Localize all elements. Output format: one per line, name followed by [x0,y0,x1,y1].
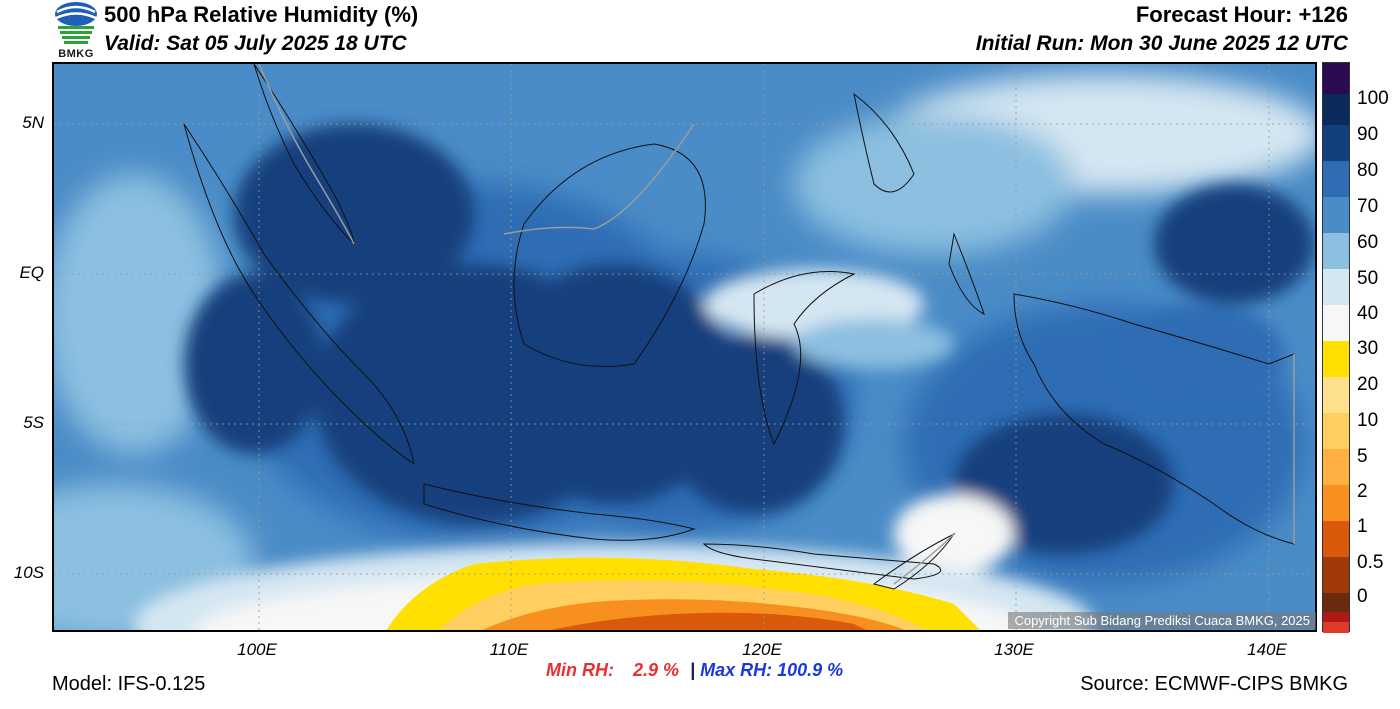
lon-label-130e: 130E [994,640,1034,659]
colorbar-segment [1323,341,1349,377]
colorbar-segment [1323,521,1349,557]
min-rh-label: Min RH: [546,660,614,680]
lat-label-5n: 5N [22,113,44,132]
lat-label-5s: 5S [23,413,44,432]
colorbar-segment [1323,305,1349,341]
lon-label-100e: 100E [237,640,277,659]
humidity-map [52,62,1317,632]
colorbar-label: 100 [1357,88,1389,109]
colorbar-label: 70 [1357,196,1379,217]
colorbar-label: 20 [1357,374,1379,395]
map-title: 500 hPa Relative Humidity (%) [104,2,419,27]
colorbar-segment [1323,94,1349,125]
bmkg-logo: BMKG [52,0,100,60]
colorbar-label: 10 [1357,410,1379,431]
lat-label-10s: 10S [13,563,44,582]
bmkg-emblem-icon [55,2,97,44]
colorbar-segment [1323,233,1349,269]
colorbar-segment [1323,63,1349,94]
min-rh-value: 2.9 % [633,660,680,680]
colorbar-label: 80 [1357,160,1379,181]
colorbar-segment [1323,161,1349,197]
colorbar-segment [1323,413,1349,449]
colorbar-segment [1323,485,1349,521]
model-label: Model: IFS-0.125 [52,673,206,695]
max-rh-value: 100.9 % [777,660,844,680]
initial-run: Initial Run: Mon 30 June 2025 12 UTC [975,32,1348,55]
lon-label-120e: 120E [742,640,782,659]
colorbar-segment [1323,377,1349,413]
forecast-hour: Forecast Hour: +126 [1135,2,1348,27]
colorbar-segment [1323,612,1349,622]
colorbar-label: 0 [1357,586,1368,607]
colorbar-segment [1323,125,1349,161]
colorbar-segment [1323,449,1349,485]
colorbar-segment [1323,269,1349,305]
colorbar-label: 2 [1357,481,1368,502]
colorbar-label: 1 [1357,516,1368,537]
humidity-field [54,64,1315,630]
lat-label-eq: EQ [19,263,44,282]
logo-text: BMKG [58,48,94,60]
colorbar-label: 60 [1357,232,1379,253]
colorbar-segment [1323,557,1349,593]
colorbar-label: 30 [1357,338,1379,359]
max-rh-label: Max RH: [700,660,773,680]
source-label: Source: ECMWF-CIPS BMKG [1080,673,1348,695]
colorbar-segment [1323,593,1349,612]
lon-label-110e: 110E [489,640,529,659]
colorbar-label: 5 [1357,446,1368,467]
min-max-rh: Min RH: 2.9 % | Max RH: 100.9 % [546,660,843,681]
colorbar-segment [1323,197,1349,233]
colorbar-label: 0.5 [1357,552,1384,573]
colorbar-label: 50 [1357,268,1379,289]
colorbar-label: 40 [1357,303,1379,324]
valid-time: Valid: Sat 05 July 2025 18 UTC [104,32,407,55]
rh-separator: | [690,660,696,680]
lon-label-140e: 140E [1247,640,1287,659]
colorbar-segment [1323,622,1349,633]
colorbar-label: 90 [1357,124,1379,145]
colorbar [1322,62,1350,633]
copyright-notice: Copyright Sub Bidang Prediksi Cuaca BMKG… [1008,612,1316,629]
